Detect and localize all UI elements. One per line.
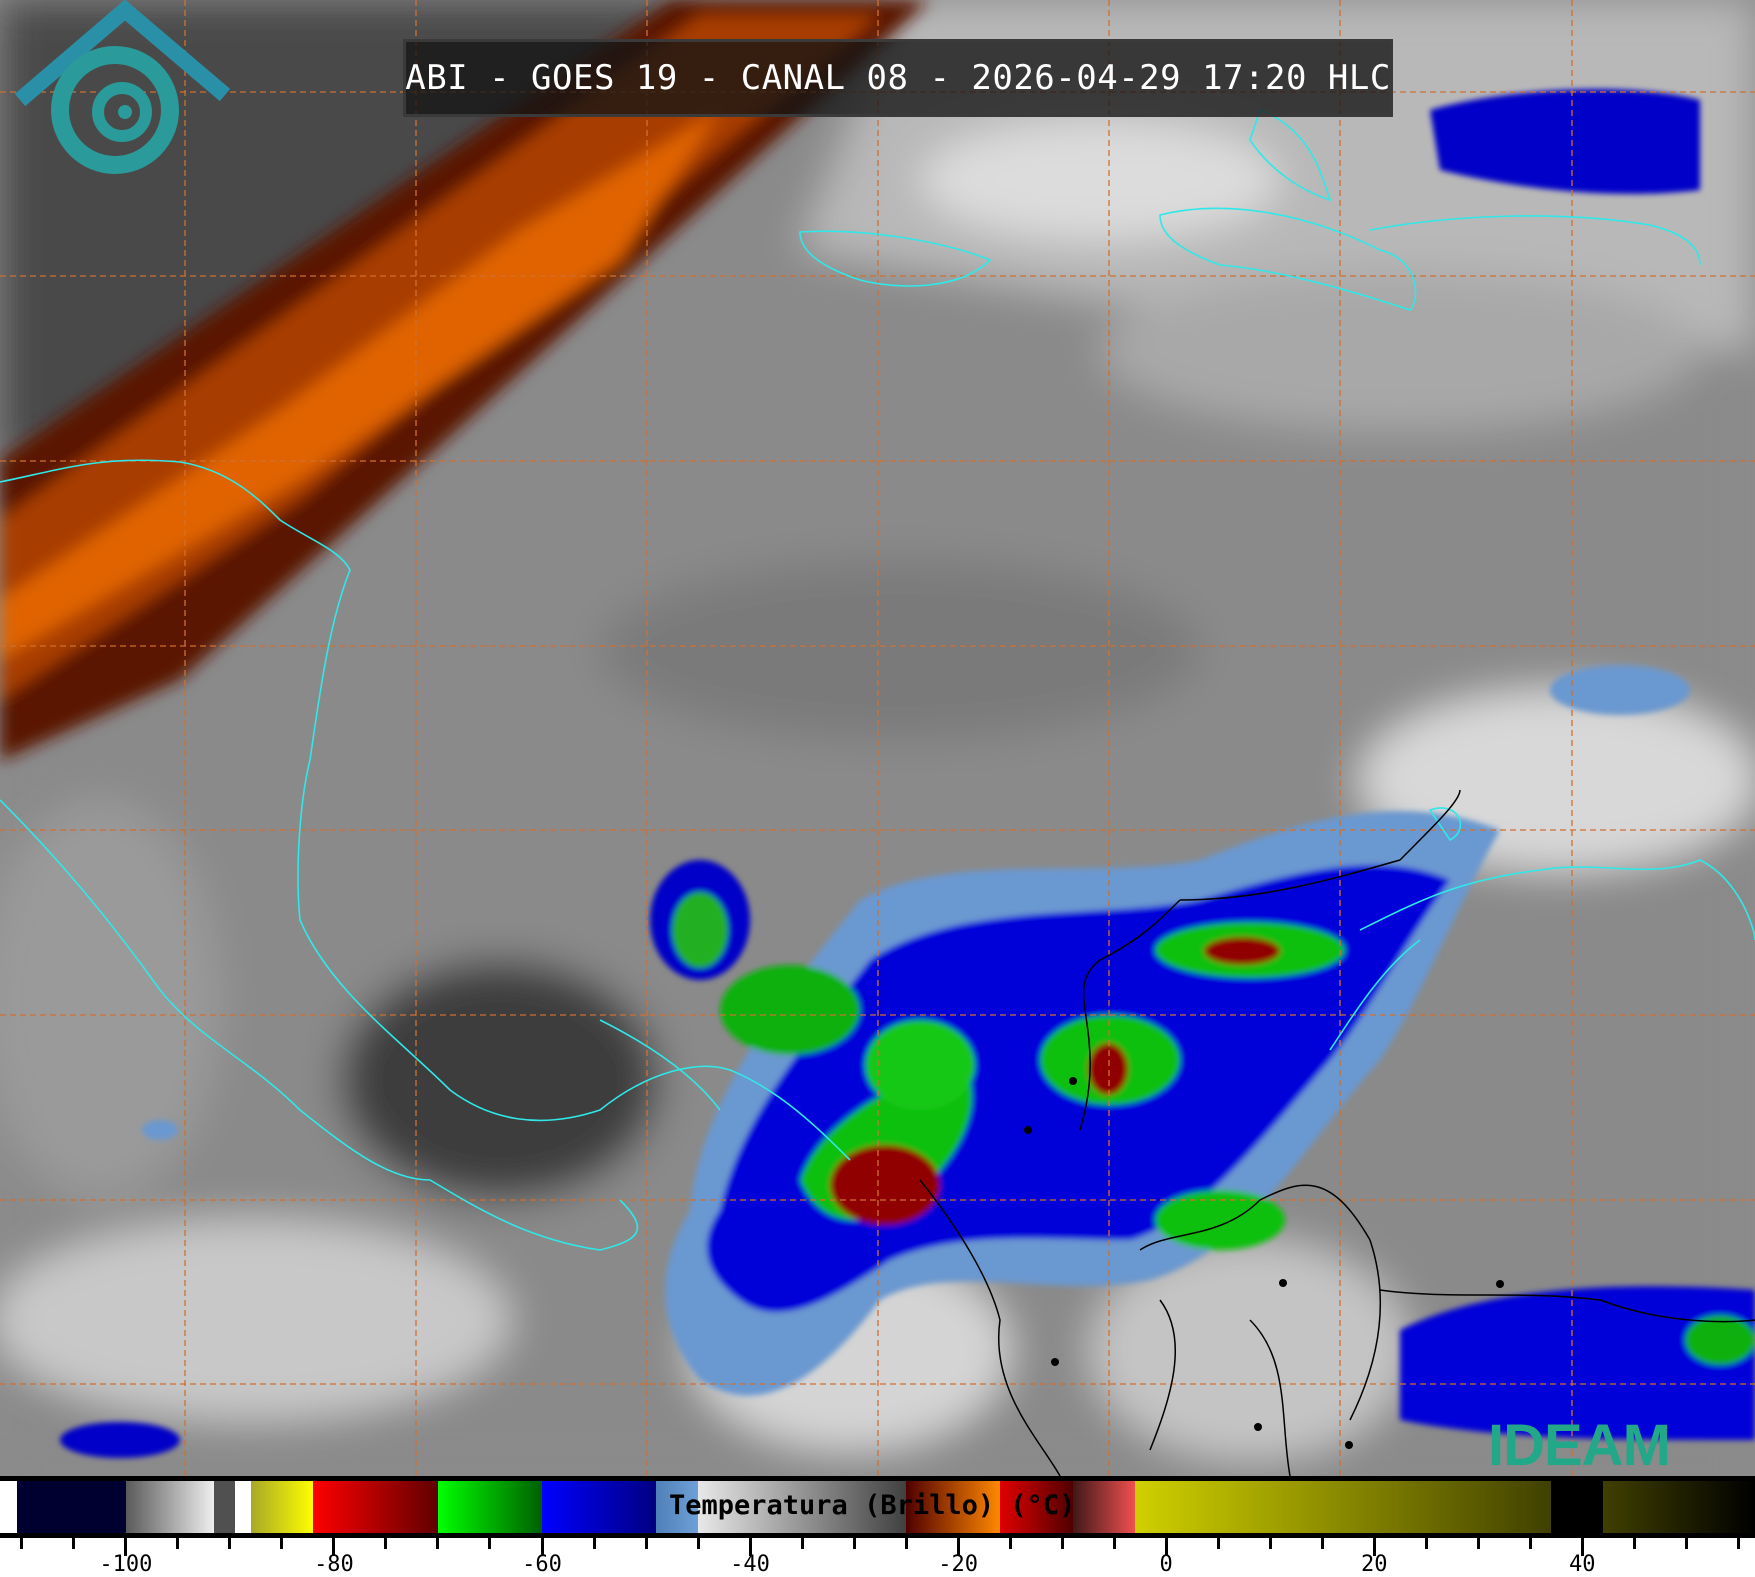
colorbar-segment <box>1551 1481 1604 1533</box>
colorbar-segment <box>1603 1481 1755 1533</box>
colorbar-label: Temperatura (Brillo) (°C) <box>669 1490 1076 1521</box>
colorbar-segment <box>906 1481 1001 1533</box>
colorbar-segments <box>0 1481 1755 1533</box>
colorbar-segment <box>235 1481 252 1533</box>
minor-tick <box>592 1538 596 1549</box>
major-tick <box>956 1538 960 1556</box>
ideam-logo-emblem <box>14 0 230 174</box>
colorbar-segment <box>542 1481 657 1533</box>
minor-tick <box>1476 1538 1480 1549</box>
colorbar-segment <box>698 1481 907 1533</box>
colorbar-segment <box>1134 1481 1552 1533</box>
colorbar-segment <box>1072 1481 1136 1533</box>
minor-tick <box>384 1538 388 1549</box>
tick-label: 0 <box>1159 1552 1173 1577</box>
minor-tick <box>1008 1538 1012 1549</box>
major-tick <box>124 1538 128 1556</box>
tick-label: 20 <box>1360 1552 1388 1577</box>
minor-tick <box>1268 1538 1272 1549</box>
colorbar-segment <box>437 1481 543 1533</box>
minor-tick <box>1424 1538 1428 1549</box>
minor-tick <box>436 1538 440 1549</box>
minor-tick <box>488 1538 492 1549</box>
major-tick <box>540 1538 544 1556</box>
city-markers <box>1024 1077 1504 1449</box>
colorbar-segment <box>16 1481 127 1533</box>
minor-tick <box>228 1538 232 1549</box>
country-borders <box>919 789 1755 1476</box>
colorbar-segment <box>999 1481 1074 1533</box>
major-tick <box>1164 1538 1168 1556</box>
colorbar-segment <box>250 1481 314 1533</box>
colorbar-segment <box>0 1481 18 1533</box>
lat-lon-grid <box>0 0 1755 1476</box>
image-title: ABI - GOES 19 - CANAL 08 - 2026-04-29 17… <box>405 58 1391 98</box>
tick-label: -20 <box>938 1552 978 1577</box>
minor-tick <box>1060 1538 1064 1549</box>
tick-label: -80 <box>314 1552 354 1577</box>
colorbar-segment <box>656 1481 699 1533</box>
minor-tick <box>1528 1538 1532 1549</box>
colorbar-axis: -100 -80 -60 -40 -20 0 20 40 <box>0 1538 1755 1577</box>
satellite-map: ABI - GOES 19 - CANAL 08 - 2026-04-29 17… <box>0 0 1755 1476</box>
minor-tick <box>1684 1538 1688 1549</box>
minor-tick <box>20 1538 24 1549</box>
minor-tick <box>904 1538 908 1549</box>
coastlines <box>0 108 1755 1251</box>
imagery-layer <box>0 0 1755 1476</box>
tick-label: -40 <box>730 1552 770 1577</box>
minor-tick <box>1632 1538 1636 1549</box>
major-tick <box>332 1538 336 1556</box>
minor-tick <box>800 1538 804 1549</box>
minor-tick <box>852 1538 856 1549</box>
tick-label: -60 <box>522 1552 562 1577</box>
colorbar-segment <box>313 1481 439 1533</box>
colorbar-segment <box>125 1481 215 1533</box>
major-tick <box>748 1538 752 1556</box>
tick-label: -100 <box>99 1552 153 1577</box>
minor-tick <box>1736 1538 1740 1549</box>
minor-tick <box>1320 1538 1324 1549</box>
colorbar <box>0 1476 1755 1538</box>
colorbar-segment <box>214 1481 236 1533</box>
minor-tick <box>1216 1538 1220 1549</box>
minor-tick <box>280 1538 284 1549</box>
tick-label: 40 <box>1569 1552 1596 1577</box>
major-tick <box>1372 1538 1376 1556</box>
title-banner: ABI - GOES 19 - CANAL 08 - 2026-04-29 17… <box>403 39 1393 117</box>
minor-tick <box>72 1538 76 1549</box>
ideam-logo-text: IDEAM <box>1488 1413 1671 1476</box>
major-tick <box>1580 1538 1584 1556</box>
minor-tick <box>696 1538 700 1549</box>
minor-tick <box>1112 1538 1116 1549</box>
minor-tick <box>176 1538 180 1549</box>
minor-tick <box>644 1538 648 1549</box>
cold-band <box>0 0 929 761</box>
